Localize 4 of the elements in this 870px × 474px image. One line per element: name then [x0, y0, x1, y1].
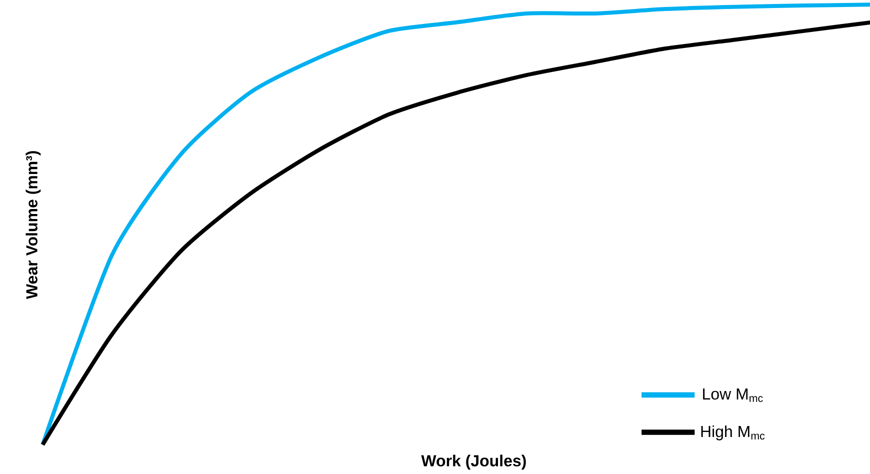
- x-axis-title: Work (Joules): [421, 454, 526, 470]
- legend-label: Low M$_{mc}$: [703, 388, 763, 402]
- legend-label: High M$_{mc}$: [701, 425, 765, 440]
- y-axis-title: Wear Volume (mm³): [26, 151, 41, 300]
